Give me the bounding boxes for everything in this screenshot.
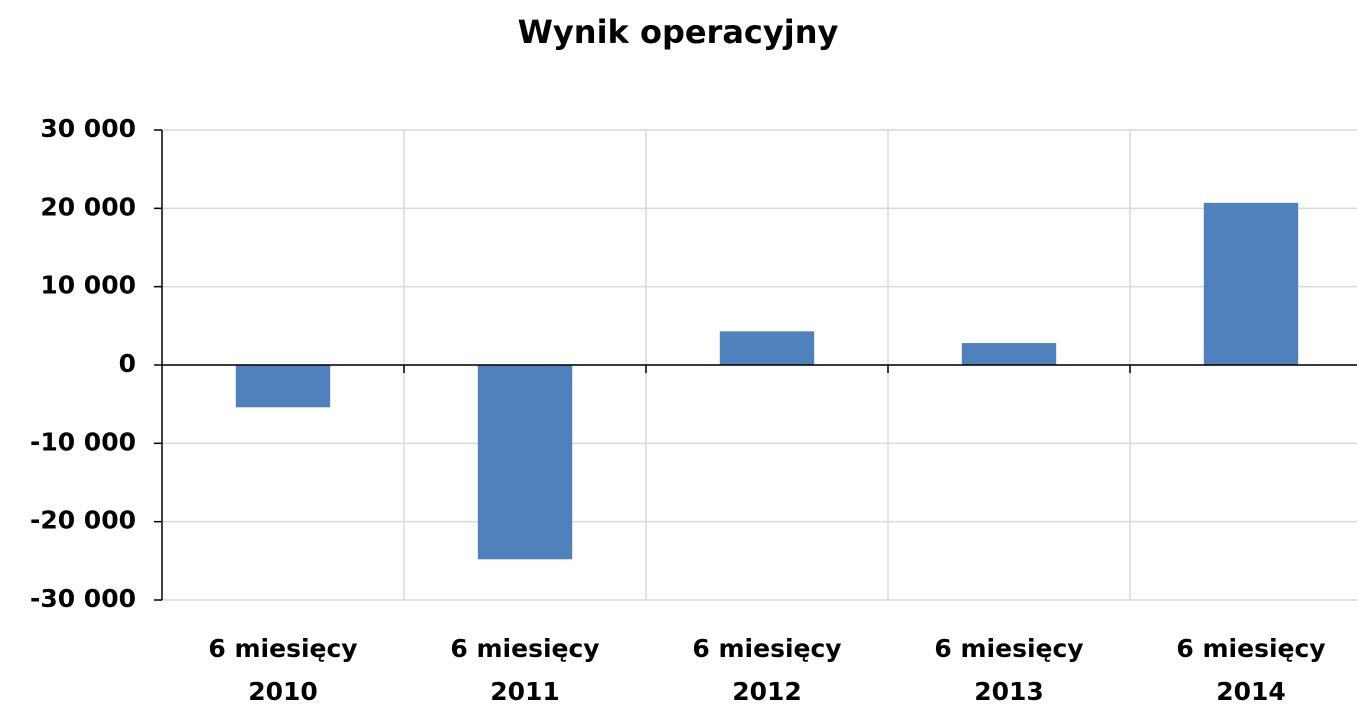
x-tick-label: 6 miesięcy 2010	[208, 634, 357, 706]
bar	[477, 365, 573, 560]
bar	[961, 343, 1057, 365]
bar	[719, 331, 815, 365]
x-tick-label: 6 miesięcy 2013	[934, 634, 1083, 706]
y-tick-label: -10 000	[30, 427, 136, 456]
bar	[235, 365, 331, 408]
y-tick-label: -20 000	[30, 506, 136, 535]
x-tick-label: 6 miesięcy 2011	[450, 634, 599, 706]
x-tick-label: 6 miesięcy 2012	[692, 634, 841, 706]
y-tick-label: 10 000	[40, 271, 136, 300]
y-tick-label: 0	[119, 349, 136, 378]
y-tick-label: 20 000	[40, 192, 136, 221]
grid	[162, 129, 1357, 601]
x-tick-label: 6 miesięcy 2014	[1176, 634, 1325, 706]
y-tick-label: -30 000	[30, 584, 136, 613]
bar	[1203, 202, 1299, 365]
y-tick-label: 30 000	[40, 114, 136, 143]
chart-title: Wynik operacyjny	[518, 13, 839, 51]
